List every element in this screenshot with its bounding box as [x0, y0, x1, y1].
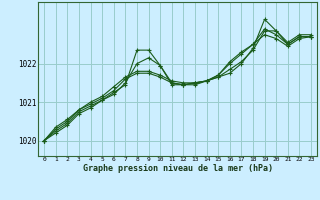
X-axis label: Graphe pression niveau de la mer (hPa): Graphe pression niveau de la mer (hPa)	[83, 164, 273, 173]
